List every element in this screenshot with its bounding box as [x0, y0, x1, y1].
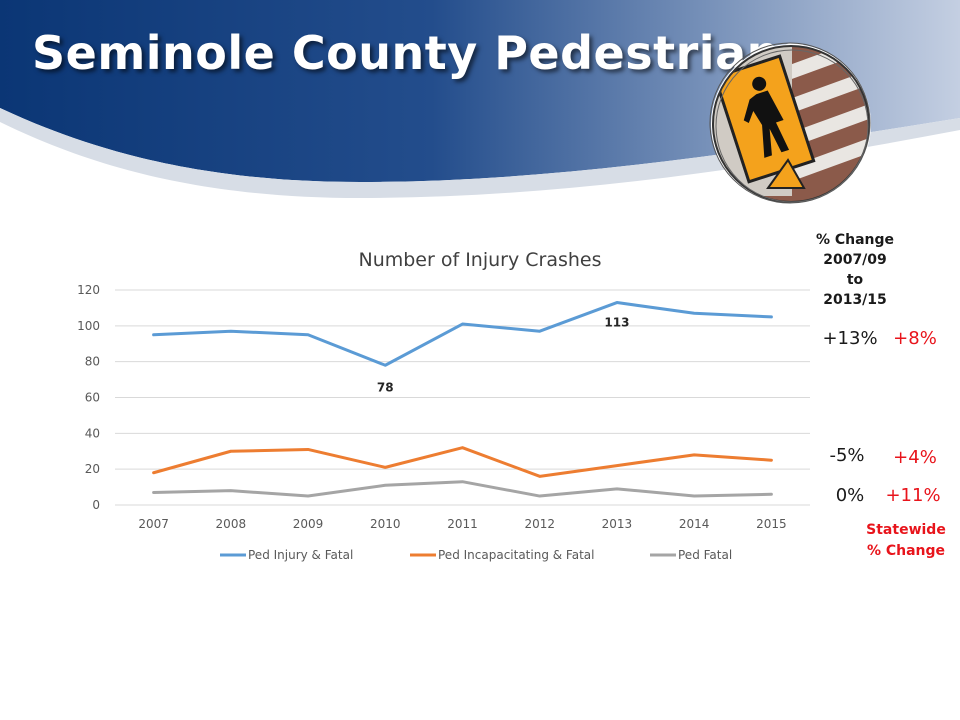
legend-label: Ped Fatal: [678, 548, 732, 562]
statewide-change-fatal: +11%: [885, 485, 941, 506]
chart-legend: Ped Injury & Fatal Ped Incapacitating & F…: [220, 548, 732, 562]
header-line: 2013/15: [823, 292, 887, 308]
percent-change-header: % Change 2007/09 to 2013/15: [800, 230, 910, 310]
x-tick-label: 2014: [679, 517, 710, 531]
y-tick-label: 80: [85, 355, 100, 369]
county-change-injury: +13%: [822, 328, 878, 349]
x-tick-label: 2007: [138, 517, 169, 531]
data-label: 113: [604, 316, 629, 330]
header-line: % Change: [815, 232, 895, 248]
x-tick-label: 2015: [756, 517, 787, 531]
x-tick-label: 2010: [370, 517, 401, 531]
y-tick-label: 20: [85, 462, 100, 476]
x-tick-label: 2013: [602, 517, 633, 531]
legend-label: Ped Incapacitating & Fatal: [438, 548, 594, 562]
y-tick-label: 100: [77, 319, 100, 333]
x-tick-label: 2012: [524, 517, 555, 531]
statewide-label-line: % Change: [866, 543, 946, 559]
slide-title: Seminole County Pedestrians: [32, 26, 808, 80]
x-axis-ticks: 2007 2008 2009 2010 2011 2012 2013 2014 2015: [138, 517, 786, 531]
data-labels: 78 113: [377, 316, 630, 395]
series-line: [152, 480, 773, 498]
data-label: 78: [377, 380, 394, 394]
y-tick-label: 40: [85, 426, 100, 440]
series-line: [152, 301, 773, 367]
header-line: 2007/09: [823, 252, 887, 268]
statewide-change-incapacitating: +4%: [893, 447, 937, 468]
chart-title: Number of Injury Crashes: [358, 249, 601, 271]
county-change-incapacitating: -5%: [829, 445, 865, 466]
legend-label: Ped Injury & Fatal: [248, 548, 353, 562]
series-line: [152, 446, 773, 478]
statewide-label-line: Statewide: [866, 522, 946, 538]
y-axis-ticks: 0 20 40 60 80 100 120: [77, 283, 100, 512]
header-line: to: [846, 272, 864, 288]
injury-crashes-chart: Number of Injury Crashes 0 20 40 60 80 100 120…: [77, 249, 810, 562]
y-tick-label: 60: [85, 391, 100, 405]
y-tick-label: 120: [77, 283, 100, 297]
pedestrian-crossing-sign-icon: [709, 42, 871, 204]
x-tick-label: 2009: [293, 517, 324, 531]
chart-grid: [115, 289, 810, 506]
x-tick-label: 2011: [447, 517, 478, 531]
series-lines: [152, 301, 773, 498]
x-tick-label: 2008: [216, 517, 247, 531]
y-tick-label: 0: [92, 498, 100, 512]
statewide-change-injury: +8%: [893, 328, 937, 349]
county-change-fatal: 0%: [835, 485, 865, 506]
statewide-label: Statewide % Change: [846, 520, 960, 562]
